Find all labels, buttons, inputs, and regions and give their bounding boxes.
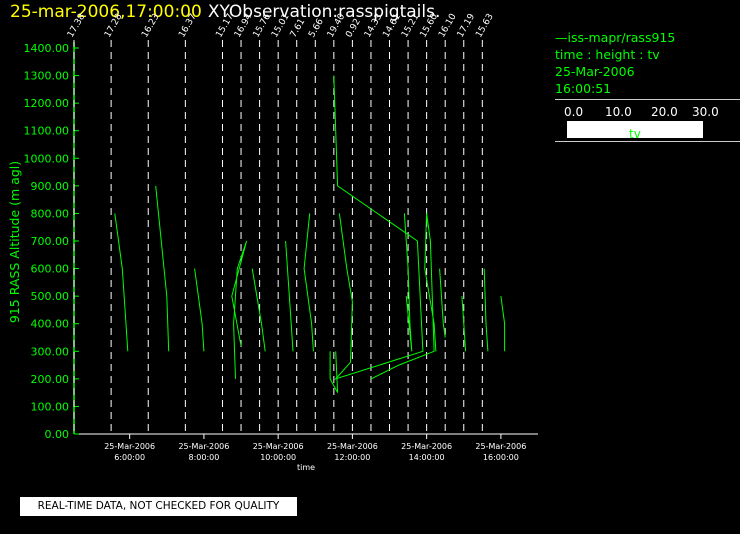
rass-profile-line (251, 268, 266, 352)
legend-divider (555, 99, 740, 100)
rass-profile-line (285, 240, 294, 352)
x-tick-time-label: 10:00:00 (260, 453, 296, 462)
tv-scale-tick-label: 0.0 (564, 105, 584, 119)
rass-profile-line (403, 213, 413, 352)
legend-time: 16:00:51 (555, 81, 612, 96)
x-tick-time-label: 16:00:00 (483, 453, 519, 462)
tv-scale-tick-label: 20.0 (651, 105, 678, 119)
sounding-marker-label: 16.23 (140, 12, 162, 39)
title-bar: 25-mar-2006,17:00:00 XYObservation:rasspi… (10, 2, 440, 24)
rass-profile-line (333, 75, 424, 380)
rass-profile-line (483, 268, 489, 352)
x-tick-date-label: 25-Mar-2006 (401, 442, 452, 451)
rass-profile-line (461, 296, 467, 352)
tv-scale-tick (612, 121, 613, 138)
x-tick-date-label: 25-Mar-2006 (178, 442, 229, 451)
tv-scale-line (567, 121, 703, 138)
y-tick-label: 800.00 (31, 207, 70, 220)
legend-panel: —iss-mapr/rass915 time : height : tv 25-… (555, 29, 740, 144)
x-tick-time-label: 12:00:00 (334, 453, 370, 462)
y-tick-label: 900.00 (31, 180, 70, 193)
y-tick-label: 1100.00 (24, 125, 70, 138)
x-tick-time-label: 8:00:00 (188, 453, 219, 462)
rass-profile-line (500, 296, 506, 352)
y-axis-label: 915 RASS Altitude (m agl) (7, 161, 22, 323)
x-tick-date-label: 25-Mar-2006 (327, 442, 378, 451)
tv-scale-tick (567, 121, 568, 138)
sounding-marker-label: 17.38 (66, 12, 88, 40)
rass-profile-line (303, 213, 314, 352)
rass-profile-line (329, 351, 339, 393)
rass-profile-line (114, 213, 129, 352)
tv-scale-tick-label: 30.0 (692, 105, 719, 119)
sounding-marker-label: 5.66 (307, 17, 326, 40)
title-observation: XYObservation:rasspigtails. (207, 2, 441, 22)
rass-profile-line (370, 213, 437, 380)
x-tick-time-label: 6:00:00 (114, 453, 145, 462)
legend-divider (555, 141, 740, 142)
y-tick-label: 200.00 (31, 373, 70, 386)
rass-profile-line (231, 240, 248, 379)
rass-profile-line (439, 268, 446, 338)
tv-scale-tick (702, 121, 703, 138)
y-tick-label: 1300.00 (24, 70, 70, 83)
rass-profile-line (155, 185, 170, 352)
y-tick-label: 500.00 (31, 290, 70, 303)
sounding-marker-label: 0.92 (344, 17, 363, 39)
sounding-marker-label: 17.28 (103, 12, 125, 40)
legend-date: 25-Mar-2006 (555, 64, 635, 79)
tv-scale: 0.0 10.0 20.0 30.0 (564, 104, 719, 138)
legend-series-entry: —iss-mapr/rass915 (555, 30, 676, 45)
x-axis-label: time (297, 463, 315, 472)
y-tick-label: 1400.00 (24, 42, 70, 55)
y-tick-label: 1200.00 (24, 97, 70, 110)
y-tick-label: 600.00 (31, 263, 70, 276)
sounding-marker-label: 15.63 (474, 12, 496, 39)
rass-profile-line (194, 268, 205, 352)
y-tick-label: 700.00 (31, 235, 70, 248)
y-tick-label: 100.00 (31, 400, 70, 413)
legend-axes-desc: time : height : tv (555, 47, 660, 62)
legend-series-label: iss-mapr/rass915 (567, 30, 676, 45)
sounding-marker-label: 16.37 (177, 12, 199, 39)
x-tick-date-label: 25-Mar-2006 (104, 442, 155, 451)
y-tick-label: 400.00 (31, 318, 70, 331)
y-tick-label: 0.00 (45, 428, 70, 441)
sounding-marker-label: 7.61 (289, 17, 308, 39)
tv-scale-tick (657, 121, 658, 138)
x-tick-date-label: 25-Mar-2006 (475, 442, 526, 451)
title-datetime: 25-mar-2006,17:00:00 (10, 2, 202, 22)
x-tick-date-label: 25-Mar-2006 (253, 442, 304, 451)
tv-scale-unit: tv (629, 127, 641, 141)
y-tick-label: 300.00 (31, 345, 70, 358)
tv-scale-tick-label: 10.0 (605, 105, 632, 119)
y-tick-label: 1000.00 (24, 152, 70, 165)
quality-disclaimer: REAL-TIME DATA, NOT CHECKED FOR QUALITY (20, 497, 297, 516)
x-tick-time-label: 14:00:00 (409, 453, 445, 462)
